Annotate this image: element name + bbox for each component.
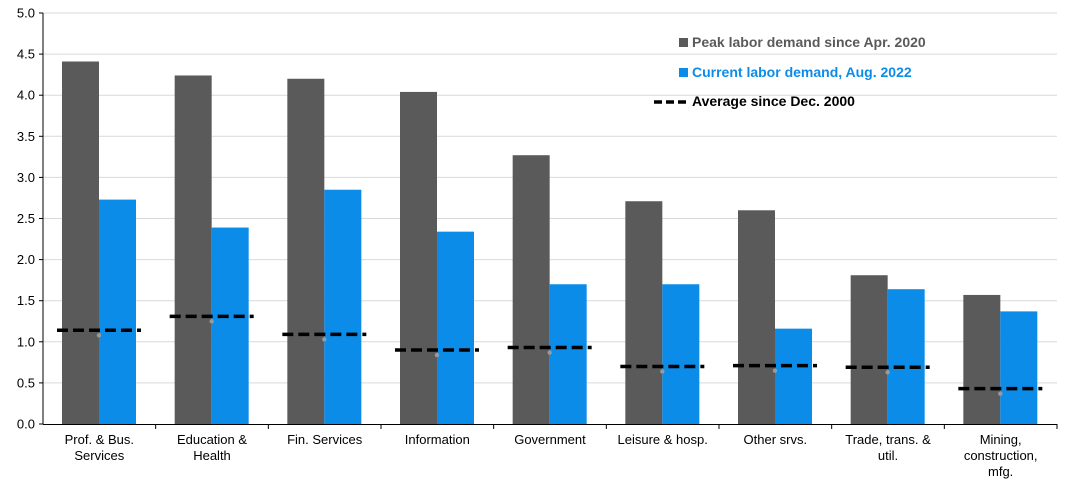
bar-peak <box>738 210 775 424</box>
y-tick-label: 0.5 <box>17 375 35 390</box>
average-marker <box>998 391 1003 396</box>
bar-current <box>775 328 812 424</box>
y-axis-ticks: 0.0 0.5 1.0 1.5 2.0 2.5 3.0 3.5 4.0 4.5 5.0 <box>17 6 43 432</box>
bar-peak <box>625 201 663 424</box>
average-marker <box>547 350 552 355</box>
axes <box>42 13 1058 429</box>
bar-current <box>549 284 587 424</box>
legend-label: Average since Dec. 2000 <box>692 93 855 109</box>
x-category-label: Health <box>193 448 231 463</box>
average-marker <box>209 319 214 324</box>
bar-peak <box>400 91 437 425</box>
x-category-label: Fin. Services <box>287 432 363 447</box>
bar-peak <box>174 75 212 425</box>
x-category-label: Leisure & hosp. <box>617 432 707 447</box>
y-tick-label: 4.0 <box>17 88 35 103</box>
x-axis-labels: Prof. & Bus.Services Education &Health Fin… <box>65 432 1038 479</box>
bar-peak <box>512 155 550 424</box>
x-category-label: mfg. <box>988 464 1013 479</box>
average-marker <box>322 337 327 342</box>
x-category-label: util. <box>878 448 898 463</box>
x-category-label: Other srvs. <box>744 432 808 447</box>
bar-current <box>211 227 249 424</box>
bar-current <box>1000 311 1038 424</box>
y-tick-label: 1.0 <box>17 334 35 349</box>
legend-swatch <box>679 68 688 77</box>
y-tick-label: 2.5 <box>17 211 35 226</box>
legend: Peak labor demand since Apr. 2020 Current… <box>654 34 926 109</box>
x-category-label: construction, <box>964 448 1038 463</box>
legend-label: Peak labor demand since Apr. 2020 <box>692 34 926 50</box>
x-category-label: Education & <box>177 432 247 447</box>
average-marker <box>96 333 102 338</box>
y-tick-label: 5.0 <box>17 6 35 21</box>
y-tick-label: 2.0 <box>17 252 35 267</box>
y-tick-label: 3.5 <box>17 129 35 144</box>
legend-swatch <box>679 38 688 47</box>
average-marker <box>772 368 778 373</box>
bar-current <box>887 289 925 424</box>
bar-current <box>99 199 136 424</box>
average-lines <box>57 314 1043 396</box>
x-category-label: Information <box>405 432 470 447</box>
bar-current <box>662 284 700 424</box>
bar-peak <box>963 294 1001 424</box>
y-tick-label: 1.5 <box>17 293 35 308</box>
x-category-label: Services <box>74 448 124 463</box>
average-marker <box>434 352 440 358</box>
bar-current <box>437 231 474 424</box>
x-category-label: Mining, <box>980 432 1022 447</box>
x-category-label: Trade, trans. & <box>845 432 931 447</box>
bars <box>62 61 1038 425</box>
x-category-label: Government <box>514 432 586 447</box>
bar-peak <box>287 78 325 424</box>
legend-label: Current labor demand, Aug. 2022 <box>692 64 912 80</box>
y-tick-label: 3.0 <box>17 170 35 185</box>
bar-peak <box>850 275 888 424</box>
y-tick-label: 0.0 <box>17 417 35 432</box>
x-category-label: Prof. & Bus. <box>65 432 134 447</box>
average-marker <box>660 369 665 374</box>
bar-peak <box>62 61 99 425</box>
y-tick-label: 4.5 <box>17 47 35 62</box>
average-marker <box>885 370 890 375</box>
bar-current <box>324 189 362 424</box>
